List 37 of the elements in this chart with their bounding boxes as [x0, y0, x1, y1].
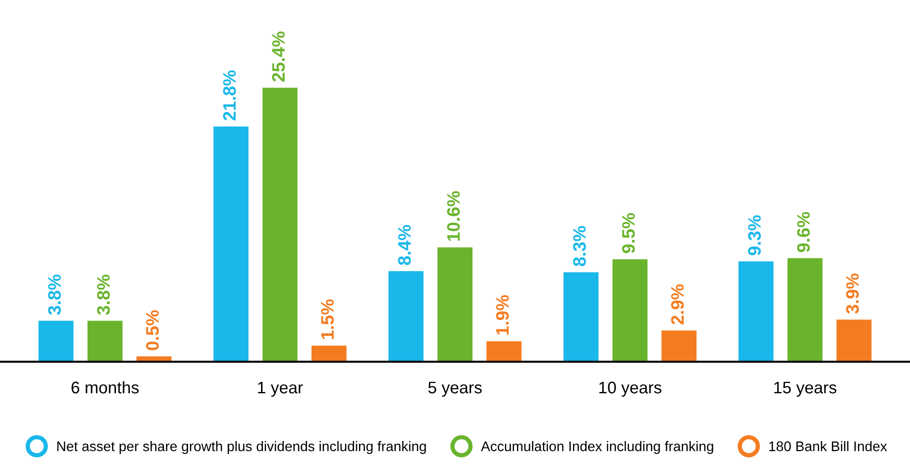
- x-tick-label: 5 years: [428, 382, 482, 397]
- legend-label: 180 Bank Bill Index: [769, 441, 887, 452]
- data-label: 10.6%: [447, 191, 460, 241]
- data-label: 21.8%: [223, 70, 236, 120]
- data-label: 2.9%: [671, 284, 684, 324]
- x-tick-label: 15 years: [774, 382, 836, 397]
- bar: [214, 126, 248, 362]
- legend-label: Net asset per share growth plus dividends including franking: [57, 441, 426, 454]
- legend-label: Accumulation Index including franking: [480, 441, 714, 454]
- bar: [564, 272, 598, 362]
- data-label: 3.8%: [48, 274, 61, 315]
- bar: [788, 258, 822, 362]
- bar: [836, 320, 872, 362]
- data-label: 9.3%: [748, 215, 761, 256]
- bar: [662, 330, 696, 362]
- data-label: 3.8%: [97, 274, 110, 315]
- x-tick-label: 10 years: [599, 382, 662, 397]
- bar: [738, 261, 774, 362]
- bar: [38, 320, 74, 362]
- bar: [388, 271, 424, 362]
- data-label: 0.5%: [146, 310, 159, 350]
- bar: [312, 346, 346, 362]
- data-label: 8.3%: [573, 226, 586, 266]
- data-label: 9.6%: [797, 212, 810, 252]
- data-label: 25.4%: [272, 32, 285, 82]
- data-label: 1.5%: [321, 299, 334, 339]
- data-label: 3.9%: [846, 274, 859, 314]
- bar: [88, 320, 122, 362]
- bar: [438, 247, 472, 362]
- data-label: 9.5%: [622, 213, 635, 254]
- bar: [262, 88, 298, 362]
- bar: [486, 341, 522, 362]
- data-label: 1.9%: [496, 295, 509, 335]
- x-tick-label: 1 year: [258, 382, 303, 397]
- data-label: 8.4%: [398, 224, 411, 266]
- x-tick-label: 6 months: [72, 381, 139, 394]
- bar: [612, 259, 648, 362]
